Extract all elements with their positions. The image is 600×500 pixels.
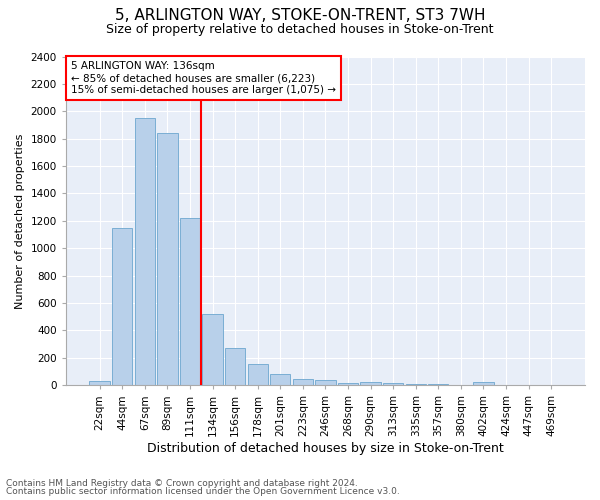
Text: Size of property relative to detached houses in Stoke-on-Trent: Size of property relative to detached ho… bbox=[106, 22, 494, 36]
X-axis label: Distribution of detached houses by size in Stoke-on-Trent: Distribution of detached houses by size … bbox=[147, 442, 504, 455]
Bar bbox=[248, 364, 268, 386]
Bar bbox=[361, 382, 381, 386]
Bar bbox=[180, 218, 200, 386]
Bar bbox=[202, 314, 223, 386]
Bar bbox=[428, 384, 448, 386]
Bar bbox=[338, 382, 358, 386]
Bar bbox=[157, 133, 178, 386]
Bar bbox=[496, 384, 516, 386]
Text: 5 ARLINGTON WAY: 136sqm
← 85% of detached houses are smaller (6,223)
15% of semi: 5 ARLINGTON WAY: 136sqm ← 85% of detache… bbox=[71, 62, 336, 94]
Bar bbox=[293, 379, 313, 386]
Bar bbox=[315, 380, 335, 386]
Bar bbox=[270, 374, 290, 386]
Bar bbox=[134, 118, 155, 386]
Bar bbox=[112, 228, 133, 386]
Text: Contains public sector information licensed under the Open Government Licence v3: Contains public sector information licen… bbox=[6, 487, 400, 496]
Bar bbox=[225, 348, 245, 386]
Bar bbox=[89, 381, 110, 386]
Bar bbox=[473, 382, 494, 386]
Text: Contains HM Land Registry data © Crown copyright and database right 2024.: Contains HM Land Registry data © Crown c… bbox=[6, 478, 358, 488]
Bar bbox=[383, 383, 403, 386]
Bar bbox=[406, 384, 426, 386]
Bar bbox=[518, 384, 539, 386]
Bar bbox=[451, 384, 471, 386]
Y-axis label: Number of detached properties: Number of detached properties bbox=[15, 133, 25, 308]
Text: 5, ARLINGTON WAY, STOKE-ON-TRENT, ST3 7WH: 5, ARLINGTON WAY, STOKE-ON-TRENT, ST3 7W… bbox=[115, 8, 485, 22]
